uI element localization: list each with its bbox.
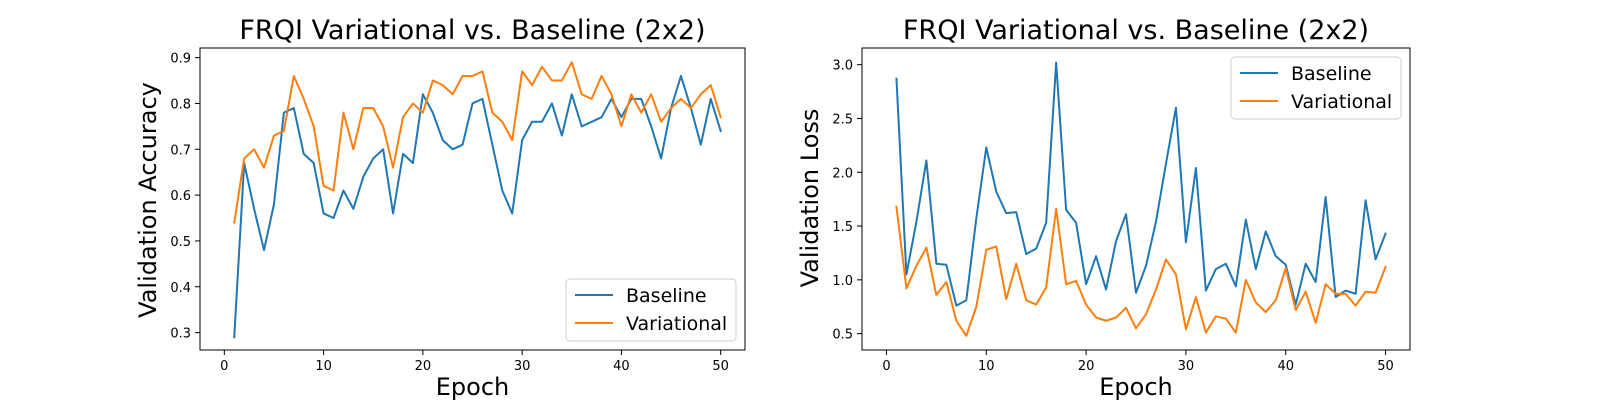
legend-label-variational: Variational <box>626 313 727 335</box>
x-tick-label: 30 <box>514 359 531 374</box>
y-tick-label: 0.6 <box>170 189 191 204</box>
chart-title: FRQI Variational vs. Baseline (2x2) <box>903 15 1369 46</box>
x-tick-label: 50 <box>1377 359 1394 374</box>
y-axis-label: Validation Loss <box>796 109 824 288</box>
x-axis-label: Epoch <box>436 373 510 400</box>
legend-label-variational: Variational <box>1291 91 1392 113</box>
legend: Baseline Variational <box>1230 56 1402 120</box>
y-tick-label: 0.5 <box>832 328 853 343</box>
legend: Baseline Variational <box>565 278 737 342</box>
y-tick-label: 1.0 <box>832 274 853 289</box>
series-line-baseline <box>895 61 1387 307</box>
plot-frame <box>861 47 1411 351</box>
y-tick-label: 1.5 <box>832 220 853 235</box>
x-tick-label: 10 <box>978 359 995 374</box>
y-tick-label: 0.7 <box>170 143 191 158</box>
y-tick-label: 0.5 <box>170 235 191 250</box>
y-tick-label: 0.4 <box>170 281 191 296</box>
y-tick-label: 0.9 <box>170 52 191 67</box>
chart-title: FRQI Variational vs. Baseline (2x2) <box>239 15 705 46</box>
y-tick-label: 0.8 <box>170 97 191 112</box>
x-tick-label: 50 <box>712 359 729 374</box>
x-tick-label: 20 <box>415 359 432 374</box>
plot-frame <box>199 47 746 351</box>
x-tick-label: 10 <box>315 359 332 374</box>
series-line-baseline <box>233 74 722 339</box>
x-tick-label: 40 <box>1277 359 1294 374</box>
legend-label-baseline: Baseline <box>1291 63 1372 85</box>
x-tick-label: 0 <box>220 359 228 374</box>
y-tick-label: 3.0 <box>832 59 853 74</box>
x-tick-label: 0 <box>882 359 890 374</box>
y-tick-label: 0.3 <box>170 327 191 342</box>
x-axis-label: Epoch <box>1099 373 1173 400</box>
accuracy-chart: FRQI Variational vs. Baseline (2x2) Vali… <box>134 15 746 400</box>
y-axis-label: Validation Accuracy <box>134 82 162 318</box>
loss-chart: FRQI Variational vs. Baseline (2x2) Vali… <box>796 15 1411 400</box>
x-tick-label: 20 <box>1078 359 1095 374</box>
y-tick-label: 2.0 <box>832 166 853 181</box>
x-tick-label: 40 <box>613 359 630 374</box>
series-line-variational <box>233 61 722 224</box>
x-tick-label: 30 <box>1178 359 1195 374</box>
y-tick-label: 2.5 <box>832 112 853 127</box>
series-line-variational <box>895 205 1387 337</box>
legend-label-baseline: Baseline <box>626 285 707 307</box>
